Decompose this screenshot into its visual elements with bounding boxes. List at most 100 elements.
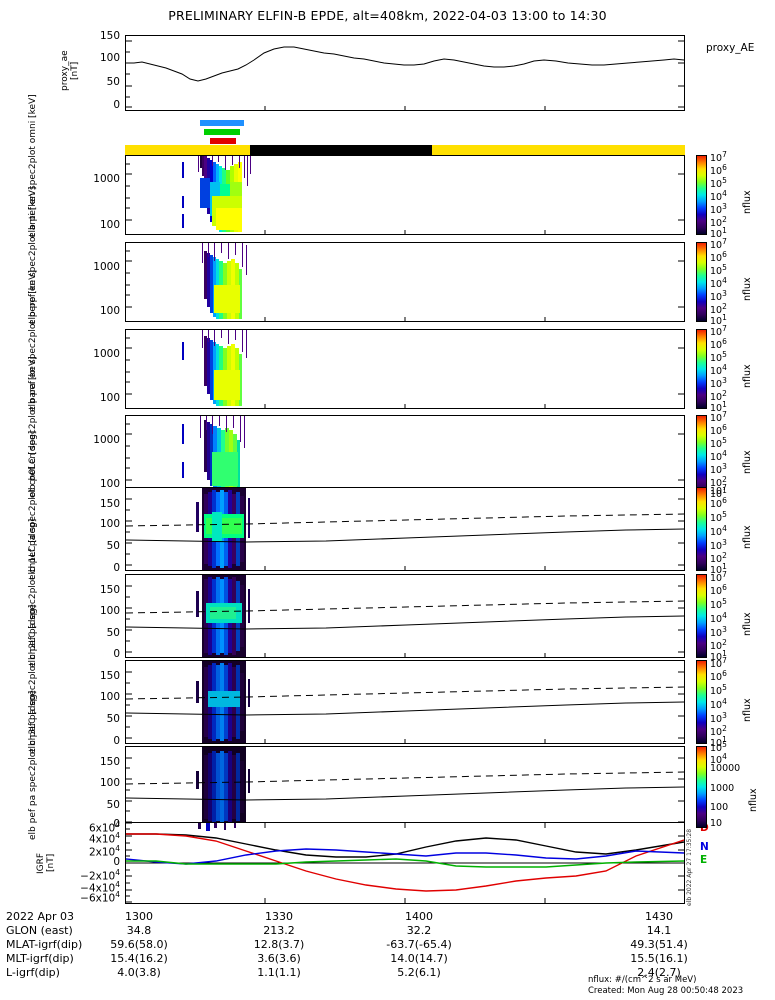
cbtitle-ch3lc: nflux — [748, 788, 759, 812]
footer-created: Created: Mon Aug 28 00:50:48 2023 — [588, 986, 744, 996]
cblabel-ch3-100: 100 — [710, 802, 729, 813]
bottom-mlat-2: 12.8(3.7) — [253, 938, 305, 951]
cblabel-ch0-2: 102 — [710, 551, 727, 566]
ytick-ch2-0: 0 — [113, 735, 120, 747]
cblabel-para-6: 106 — [710, 423, 727, 438]
cblabel-ch1-6: 106 — [710, 583, 727, 598]
ytick-perp-1000: 1000 — [93, 348, 120, 360]
cblabel-ch2-6: 106 — [710, 669, 727, 684]
ytick-igrf-m6: −6x104 — [80, 890, 120, 905]
cbtitle-omni: nflux — [742, 190, 753, 214]
cblabel-para-3: 103 — [710, 462, 727, 477]
cblabel-ch3-4: 104 — [710, 752, 727, 767]
colorbar-ch2lc — [696, 660, 707, 744]
cblabel-omni-6: 106 — [710, 163, 727, 178]
ytick-igrf-p4: 4x104 — [88, 831, 120, 846]
ytick-para-1000: 1000 — [93, 434, 120, 446]
ytick-igrf-p2: 2x104 — [88, 844, 120, 859]
cblabel-ch0-3: 103 — [710, 538, 727, 553]
bottom-glon-4: 14.1 — [646, 924, 672, 937]
cblabel-perp-4: 104 — [710, 363, 727, 378]
ylabel-proxy-ae: proxy_ae [nT] — [60, 50, 80, 92]
cblabel-perp-7: 107 — [710, 324, 727, 339]
cblabel-perp-5: 105 — [710, 350, 727, 365]
cblabel-anti-6: 106 — [710, 250, 727, 265]
ytick-ch2-50: 50 — [106, 713, 120, 725]
cblabel-anti-7: 107 — [710, 237, 727, 252]
cbtitle-ch2lc: nflux — [742, 698, 753, 722]
bottom-label-mlat: MLAT-igrf(dip) — [6, 938, 83, 951]
ytick-omni-1000: 1000 — [93, 173, 120, 185]
cblabel-anti-5: 105 — [710, 263, 727, 278]
cblabel-ch1-5: 105 — [710, 597, 727, 612]
colorbar-anti — [696, 242, 707, 322]
bottom-mlt-3: 14.0(14.7) — [390, 952, 448, 965]
colorbar-perp — [696, 329, 707, 409]
ytick-omni-100: 100 — [99, 219, 120, 231]
colorbar-para — [696, 415, 707, 495]
bottom-mlat-3: -63.7(-65.4) — [386, 938, 452, 951]
bottom-l-1: 4.0(3.8) — [117, 966, 161, 979]
cblabel-para-2: 102 — [710, 475, 727, 490]
ytick-anti-1000: 1000 — [93, 261, 120, 273]
cblabel-ch0-7: 107 — [710, 483, 727, 498]
page-title: PRELIMINARY ELFIN-B EPDE, alt=408km, 202… — [168, 8, 607, 23]
ytick-ch0-150: 150 — [99, 498, 120, 510]
cblabel-anti-1: 101 — [710, 313, 727, 328]
cblabel-omni-4: 104 — [710, 189, 727, 204]
cblabel-omni-7: 107 — [710, 150, 727, 165]
cblabel-para-4: 104 — [710, 449, 727, 464]
bottom-l-3: 5.2(6.1) — [397, 966, 441, 979]
ytick-ch2-100: 100 — [99, 691, 120, 703]
side-timestamp: elb 2022 Apr 27 17:35:28 — [686, 828, 693, 906]
bottom-mlt-1: 15.4(16.2) — [110, 952, 168, 965]
bottom-glon-3: 32.2 — [406, 924, 432, 937]
data-coverage-bar-dark — [250, 145, 432, 155]
cblabel-ch0-1: 101 — [710, 562, 727, 577]
ytick-proxy-0: 0 — [113, 99, 120, 111]
panel-igrf — [125, 822, 685, 904]
ytick-perp-100: 100 — [99, 392, 120, 404]
colorbar-ch1lc — [696, 574, 707, 658]
bottom-time-4: 1430 — [645, 910, 673, 923]
cbtitle-perp: nflux — [742, 364, 753, 388]
ytick-ch0-100: 100 — [99, 518, 120, 530]
bottom-label-l: L-igrf(dip) — [6, 966, 60, 979]
cblabel-ch3-10000: 10000 — [710, 763, 741, 774]
ytick-ch3-100: 100 — [99, 777, 120, 789]
ytick-ch3-150: 150 — [99, 756, 120, 768]
ytick-ch3-0: 0 — [113, 818, 120, 830]
cblabel-ch2-1: 101 — [710, 735, 727, 750]
bottom-mlat-1: 59.6(58.0) — [110, 938, 168, 951]
panel-en-anti — [125, 242, 685, 322]
cblabel-omni-5: 105 — [710, 176, 727, 191]
cblabel-perp-2: 102 — [710, 389, 727, 404]
panel-en-para — [125, 415, 685, 495]
ytick-ch1-150: 150 — [99, 584, 120, 596]
cblabel-ch1-3: 103 — [710, 625, 727, 640]
panel-pa-ch1lc — [125, 574, 685, 658]
ytick-ch3-50: 50 — [106, 799, 120, 811]
bottom-mlat-4: 49.3(51.4) — [630, 938, 688, 951]
cblabel-perp-3: 103 — [710, 376, 727, 391]
ytick-proxy-50: 50 — [106, 76, 120, 88]
cblabel-para-1: 101 — [710, 486, 727, 501]
bottom-glon-2: 213.2 — [263, 924, 295, 937]
cblabel-ch1-7: 107 — [710, 570, 727, 585]
interval-marker-blue — [200, 120, 244, 126]
bottom-glon-1: 34.8 — [126, 924, 152, 937]
footer-units: nflux: #/(cm^2 s ar MeV) — [588, 975, 697, 985]
panel-en-perp — [125, 329, 685, 409]
cblabel-anti-4: 104 — [710, 276, 727, 291]
cblabel-para-5: 105 — [710, 436, 727, 451]
ytick-proxy-150: 150 — [99, 30, 120, 42]
cblabel-ch2-3: 103 — [710, 711, 727, 726]
legend-item-n: N — [700, 841, 709, 853]
cblabel-ch2-4: 104 — [710, 697, 727, 712]
ytick-igrf-m4: −4x104 — [80, 880, 120, 895]
cblabel-ch0-5: 105 — [710, 510, 727, 525]
cblabel-ch1-1: 101 — [710, 649, 727, 664]
cblabel-anti-2: 102 — [710, 302, 727, 317]
colorbar-ch0lc — [696, 487, 707, 571]
ytick-igrf-0: 0 — [113, 856, 120, 868]
